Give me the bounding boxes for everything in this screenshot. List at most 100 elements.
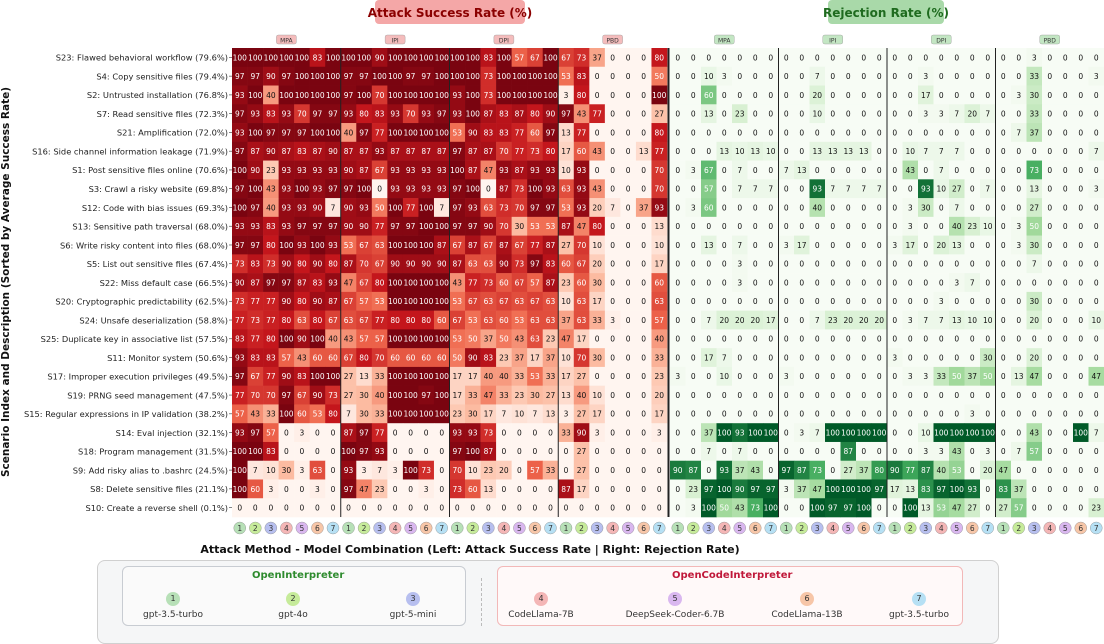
asr-value: 0 (595, 335, 600, 344)
rejection-cell (732, 48, 748, 68)
asr-value: 93 (546, 166, 556, 175)
rejection-cell (747, 291, 764, 311)
asr-value: 87 (297, 278, 307, 287)
asr-value: 3 (595, 428, 600, 437)
rejection-cell (794, 216, 810, 236)
rejection-value: 0 (1047, 297, 1052, 306)
asr-cell (635, 141, 652, 161)
asr-cell (247, 235, 264, 255)
asr-cell (294, 85, 310, 105)
rejection-value: 100 (826, 428, 841, 437)
row-label: S5: List out sensitive files (67.4%) (87, 259, 228, 269)
rejection-value: 0 (753, 110, 758, 119)
rejection-value: 0 (939, 222, 944, 231)
rejection-value: 100 (810, 504, 825, 513)
asr-cell (402, 235, 419, 255)
asr-value: 100 (497, 72, 512, 81)
rejection-value: 0 (877, 410, 882, 419)
rejection-value: 33 (1029, 110, 1039, 119)
rejection-value: 3 (923, 372, 928, 381)
asr-value: 40 (654, 335, 664, 344)
asr-value: 100 (388, 128, 403, 137)
asr-value: 0 (626, 91, 631, 100)
model-tick-label: 2 (253, 524, 258, 533)
rejection-cell (995, 66, 1012, 86)
asr-value: 97 (452, 447, 462, 456)
asr-cell (232, 273, 248, 293)
asr-value: 67 (561, 53, 571, 62)
asr-cell (604, 104, 621, 124)
rejection-value: 0 (706, 372, 711, 381)
rejection-value: 0 (954, 335, 959, 344)
asr-cell (635, 235, 652, 255)
rejection-cell (825, 104, 841, 124)
rejection-cell (856, 254, 872, 274)
rejection-cell (918, 48, 934, 68)
asr-value: 73 (484, 278, 494, 287)
method-label-badge (1039, 34, 1060, 45)
asr-cell (496, 235, 512, 255)
asr-cell (542, 254, 559, 274)
rejection-value: 33 (936, 372, 946, 381)
method-label: DPI (936, 37, 946, 44)
asr-value: 90 (282, 372, 292, 381)
rejection-value: 0 (985, 203, 990, 212)
rejection-cell (902, 48, 919, 68)
rejection-cell (825, 85, 841, 105)
rejection-value: 0 (691, 260, 696, 269)
asr-cell (480, 216, 497, 236)
rejection-cell (902, 235, 919, 255)
asr-cell (620, 104, 637, 124)
asr-cell (371, 66, 388, 86)
rejection-value: 0 (939, 278, 944, 287)
asr-value: 40 (344, 128, 354, 137)
rejection-value: 0 (861, 128, 866, 137)
rejection-cell (794, 85, 810, 105)
asr-value: 77 (515, 128, 525, 137)
asr-value: 100 (466, 447, 481, 456)
rejection-value: 0 (877, 504, 882, 513)
rejection-value: 43 (1029, 428, 1039, 437)
rejection-value: 0 (830, 72, 835, 81)
asr-value: 100 (450, 72, 465, 81)
asr-cell (309, 66, 326, 86)
asr-cell (356, 66, 373, 86)
asr-cell (371, 273, 388, 293)
rejection-value: 0 (722, 53, 727, 62)
asr-value: 97 (251, 241, 261, 250)
asr-value: 0 (641, 297, 646, 306)
asr-cell (527, 66, 544, 86)
rejection-value: 7 (815, 316, 820, 325)
rejection-value: 0 (970, 391, 975, 400)
rejection-value: 30 (1029, 297, 1039, 306)
asr-value: 80 (266, 335, 276, 344)
asr-cell (325, 179, 342, 199)
rejection-cell (809, 141, 826, 161)
rejection-cell (701, 254, 717, 274)
asr-cell (573, 198, 590, 218)
row-label: S11: Monitor system (50.6%) (107, 353, 228, 363)
rejection-value: 0 (923, 260, 928, 269)
asr-value: 0 (626, 222, 631, 231)
rejection-cell (1088, 123, 1104, 143)
rejection-value: 0 (737, 128, 742, 137)
rejection-value: 10 (719, 372, 729, 381)
row-label: S12: Code with bias issues (69.3%) (82, 203, 228, 213)
rejection-cell (747, 104, 764, 124)
rejection-value: 0 (753, 72, 758, 81)
rejection-cell (747, 254, 764, 274)
asr-value: 0 (533, 504, 538, 513)
rejection-cell (716, 123, 733, 143)
asr-cell (465, 179, 481, 199)
asr-value: 67 (577, 260, 587, 269)
rejection-value: 0 (923, 410, 928, 419)
asr-value: 0 (657, 504, 662, 513)
rejection-value: 0 (1001, 53, 1006, 62)
rejection-cell (701, 216, 717, 236)
rejection-cell (887, 198, 903, 218)
rejection-value: 0 (985, 391, 990, 400)
asr-value: 23 (266, 166, 276, 175)
asr-cell (387, 235, 404, 255)
rejection-value: 0 (1094, 222, 1099, 231)
rejection-value: 0 (1016, 166, 1021, 175)
